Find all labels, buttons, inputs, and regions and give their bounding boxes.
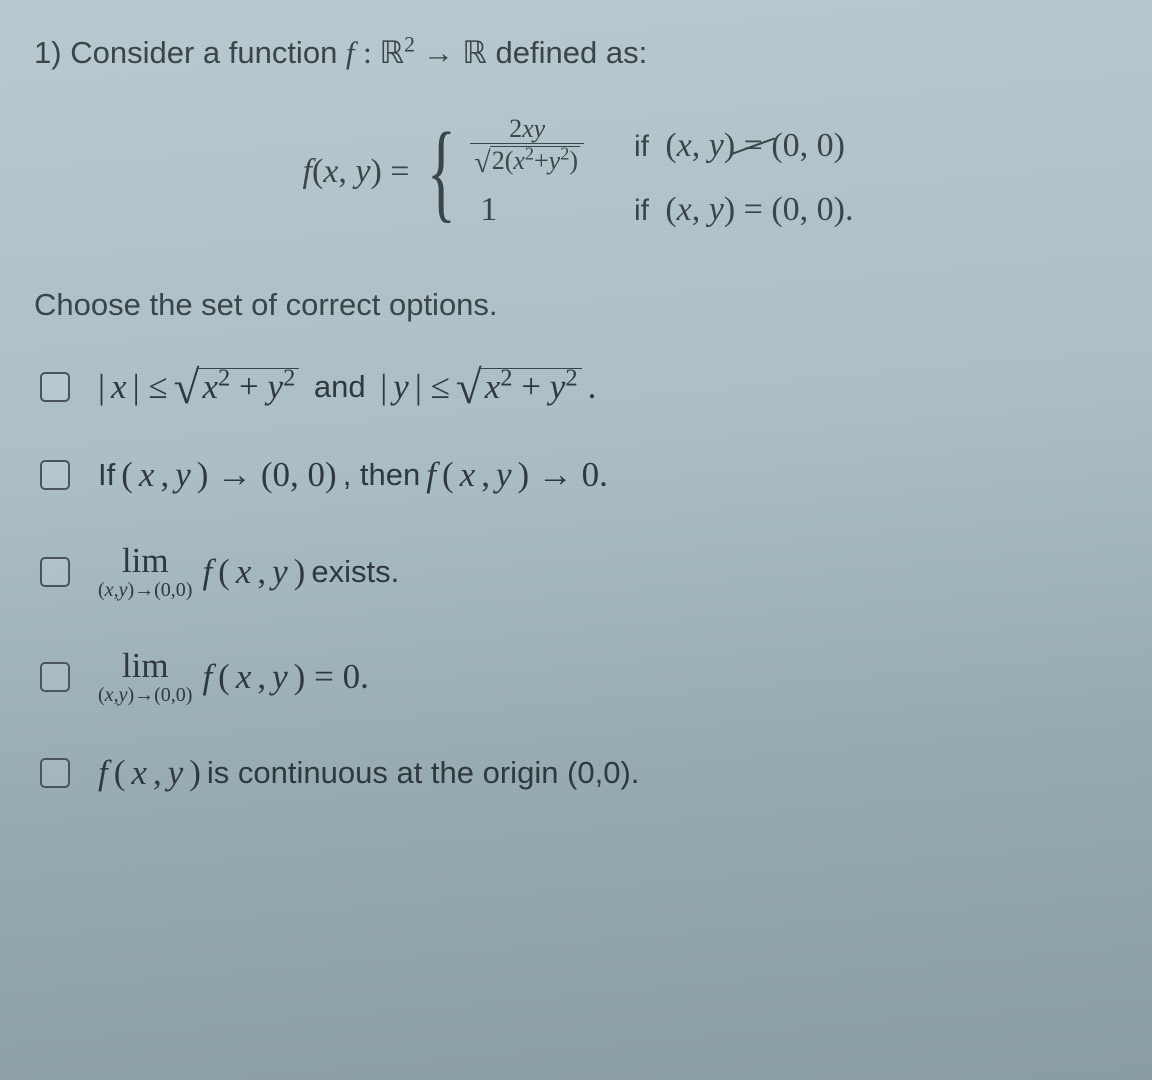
def-lhs: f(x, y) =: [303, 153, 410, 191]
instruction-text: Choose the set of correct options.: [34, 287, 1122, 323]
checkbox-d[interactable]: [40, 662, 70, 692]
option-c: lim (x,y)→(0,0) f(x, y) exists.: [40, 543, 1122, 600]
question-intro: 1) Consider a function f : ℝ2 → ℝ define…: [34, 34, 1122, 73]
checkbox-c[interactable]: [40, 557, 70, 587]
option-d-body: lim (x,y)→(0,0) f(x, y) = 0.: [98, 648, 369, 705]
options-list: |x| ≤ √x2 + y2 and |y| ≤ √x2 + y2. If (x…: [34, 367, 1122, 793]
f-symbol: f: [346, 35, 355, 70]
option-a: |x| ≤ √x2 + y2 and |y| ≤ √x2 + y2.: [40, 367, 1122, 407]
question-page: 1) Consider a function f : ℝ2 → ℝ define…: [0, 0, 1152, 823]
option-e-body: f(x, y) is continuous at the origin (0,0…: [98, 753, 639, 793]
option-d: lim (x,y)→(0,0) f(x, y) = 0.: [40, 648, 1122, 705]
case2-value: 1: [470, 191, 584, 229]
domain-R2: ℝ2: [380, 35, 423, 70]
option-b: If (x, y) → (0, 0), then f(x, y) → 0.: [40, 455, 1122, 495]
checkbox-e[interactable]: [40, 758, 70, 788]
option-e: f(x, y) is continuous at the origin (0,0…: [40, 753, 1122, 793]
option-c-body: lim (x,y)→(0,0) f(x, y) exists.: [98, 543, 399, 600]
intro-suffix: defined as:: [496, 35, 648, 70]
codomain-R: ℝ: [462, 35, 487, 70]
piecewise-cases: 2xy √2(x2+y2) if (x, y) = (0, 0) 1 if (x…: [470, 115, 853, 229]
case2-condition: if (x, y) = (0, 0).: [634, 191, 854, 229]
question-number: 1): [34, 35, 62, 70]
arrow: →: [423, 35, 454, 70]
checkbox-b[interactable]: [40, 460, 70, 490]
case1-value: 2xy √2(x2+y2): [470, 115, 584, 177]
intro-prefix: Consider a function: [70, 35, 346, 70]
option-a-body: |x| ≤ √x2 + y2 and |y| ≤ √x2 + y2.: [98, 367, 596, 407]
option-b-body: If (x, y) → (0, 0), then f(x, y) → 0.: [98, 455, 608, 495]
limit-d: lim (x,y)→(0,0): [98, 648, 192, 705]
checkbox-a[interactable]: [40, 372, 70, 402]
brace-icon: {: [427, 125, 456, 219]
limit-c: lim (x,y)→(0,0): [98, 543, 192, 600]
function-definition: f(x, y) = { 2xy √2(x2+y2) if (x, y) = (0…: [34, 115, 1122, 229]
case1-condition: if (x, y) = (0, 0): [634, 127, 854, 165]
